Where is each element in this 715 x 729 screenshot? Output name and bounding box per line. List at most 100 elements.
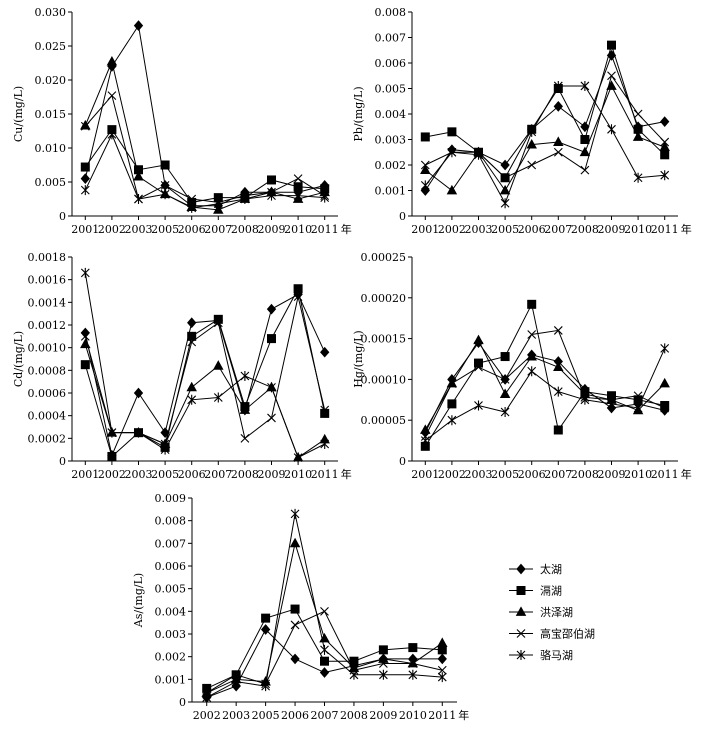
y-axis-label: As/(mg/L) <box>132 573 145 628</box>
data-point <box>133 387 144 399</box>
x-tick-label: 2003 <box>465 468 493 481</box>
data-point <box>290 653 300 665</box>
data-point <box>267 190 276 201</box>
data-point <box>290 508 300 519</box>
data-point <box>293 190 303 201</box>
data-point <box>261 681 270 692</box>
data-point <box>408 669 418 680</box>
data-point <box>526 138 537 149</box>
data-point <box>633 109 643 119</box>
series-5 <box>420 80 670 209</box>
y-tick-label: 0 <box>399 210 406 223</box>
chart-panel-1: 0 0.005 0.010 0.015 0.020 0.025 0.030 Cu/(mg/L)… <box>12 6 352 236</box>
data-point <box>267 334 276 344</box>
data-point <box>579 146 591 157</box>
x-tick-label: 2001 <box>71 223 99 236</box>
series-line <box>424 339 666 431</box>
series-1 <box>420 337 670 438</box>
y-tick-label: 0.0012 <box>28 319 67 332</box>
data-point <box>580 80 590 91</box>
legend-label: 高宝邵伯湖 <box>540 627 595 641</box>
data-point <box>447 399 457 409</box>
data-point <box>660 150 670 160</box>
data-point <box>499 388 511 398</box>
x-tick-label: 2002 <box>193 709 221 722</box>
y-tick-label: 0.003 <box>155 628 187 641</box>
y-tick-label: 0.00015 <box>361 333 407 346</box>
data-point <box>553 361 564 372</box>
data-point <box>379 659 388 668</box>
series-2 <box>420 299 670 451</box>
x-tick-label: 2002 <box>438 468 466 481</box>
data-point <box>133 20 144 31</box>
series-line <box>84 287 326 458</box>
series-line <box>424 84 665 192</box>
y-tick-label: 0.030 <box>35 6 67 19</box>
data-point <box>437 637 448 647</box>
data-point <box>231 670 241 680</box>
data-point <box>80 119 91 130</box>
data-point <box>437 653 447 665</box>
y-tick-label: 0 <box>399 455 406 468</box>
x-tick-label: 2011 <box>311 223 339 236</box>
series-line <box>424 329 665 437</box>
data-point <box>660 343 670 354</box>
y-tick-label: 0.00020 <box>361 292 407 305</box>
x-tick-label: 2005 <box>491 223 519 236</box>
x-tick-label: 2009 <box>598 223 626 236</box>
x-tick-label: 2006 <box>281 709 309 722</box>
data-point <box>527 126 537 137</box>
data-point <box>293 182 303 192</box>
data-point <box>527 366 537 377</box>
series-line <box>84 344 325 459</box>
series-4 <box>420 326 670 441</box>
data-point <box>213 198 223 209</box>
data-point <box>187 317 197 329</box>
x-tick-label: 2007 <box>544 468 572 481</box>
x-tick-label: 2006 <box>518 468 546 481</box>
data-point <box>553 326 563 335</box>
data-point <box>239 404 251 414</box>
data-point <box>80 162 90 172</box>
data-point <box>420 160 430 170</box>
data-point <box>553 100 563 112</box>
series-5 <box>420 343 670 446</box>
data-point <box>80 121 90 131</box>
data-point <box>240 194 250 204</box>
y-tick-label: 0.0016 <box>28 274 67 287</box>
data-point <box>408 659 418 668</box>
data-point <box>80 360 90 370</box>
x-tick-label: 2006 <box>518 223 546 236</box>
data-point <box>633 402 643 413</box>
series-5 <box>80 267 330 463</box>
x-tick-label: 2011 <box>651 468 679 481</box>
series-line <box>84 60 325 211</box>
series-3 <box>80 56 330 214</box>
data-point <box>320 656 329 666</box>
y-tick-label: 0.005 <box>35 176 67 189</box>
data-point <box>659 141 670 152</box>
data-point <box>527 160 537 170</box>
x-tick-label: 2003 <box>125 223 153 236</box>
y-tick-label: 0.004 <box>155 605 187 618</box>
data-point <box>633 391 643 401</box>
series-line <box>424 302 665 447</box>
x-tick-label: 2011 <box>651 223 679 236</box>
data-point <box>660 137 670 147</box>
data-point <box>106 56 118 66</box>
data-point <box>580 121 590 133</box>
data-point <box>553 136 564 146</box>
chart-panel-4: 0 0.00005 0.00010 0.00015 0.00020 0.00025 Hg/(… <box>352 251 692 481</box>
data-point <box>290 620 300 630</box>
y-tick-label: 0.001 <box>155 673 187 686</box>
data-point <box>186 381 197 392</box>
y-tick-label: 0.010 <box>35 142 67 155</box>
series-line <box>424 348 666 441</box>
data-point <box>660 170 670 181</box>
data-point <box>474 149 483 160</box>
legend-marker-diamond <box>516 563 526 575</box>
data-point <box>267 413 276 423</box>
data-point <box>553 147 563 157</box>
data-point <box>320 606 329 616</box>
